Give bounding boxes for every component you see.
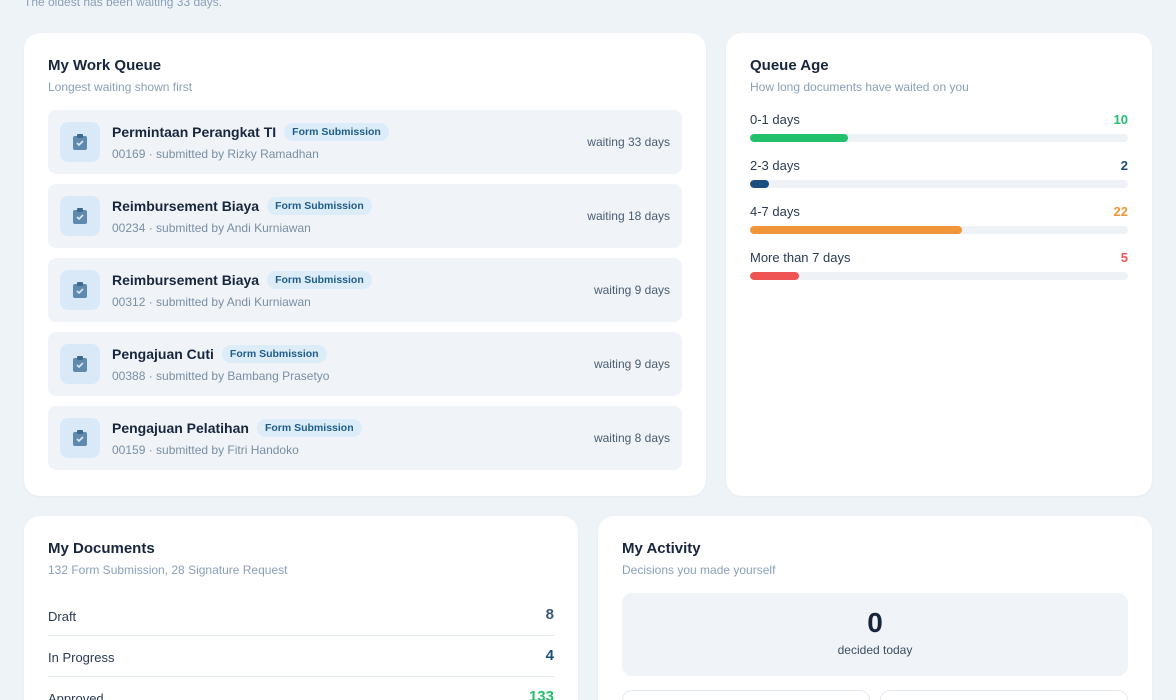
decided-today-label: decided today [837, 643, 913, 657]
work-queue-title: My Work Queue [48, 57, 162, 74]
queue-item-meta: 00169 · submitted by Rizky Ramadhan [112, 147, 319, 161]
queue-item-wait: waiting 9 days [593, 283, 670, 297]
decided-today-count: 0 [867, 607, 883, 638]
queue-item-wait: waiting 9 days [593, 357, 670, 371]
age-bucket-label: 4-7 days [750, 204, 800, 219]
queue-item-title: Pengajuan Cuti Form Submission [112, 345, 327, 363]
document-status-row[interactable]: Approved 133 [48, 677, 554, 700]
activity-stat-box [880, 690, 1128, 700]
queue-item-wait: waiting 33 days [587, 135, 670, 149]
queue-item-name: Pengajuan Cuti [112, 346, 214, 362]
queue-item-title: Reimbursement Biaya Form Submission [112, 197, 372, 215]
queue-item[interactable]: Permintaan Perangkat TI Form Submission 0… [48, 110, 682, 174]
work-queue-card: My Work Queue Longest waiting shown firs… [24, 33, 706, 496]
my-activity-subtitle: Decisions you made yourself [622, 563, 776, 577]
queue-item-meta: 00234 · submitted by Andi Kurniawan [112, 221, 311, 235]
age-bucket-fill [750, 226, 962, 234]
age-bucket-row: 0-1 days 10 [750, 112, 1128, 158]
age-bucket-count: 2 [1120, 158, 1128, 173]
document-status-label: Draft [48, 609, 77, 624]
document-status-count: 4 [545, 647, 554, 664]
document-status-row[interactable]: Draft 8 [48, 595, 554, 636]
decided-today-box: 0 decided today [622, 593, 1128, 676]
queue-item[interactable]: Pengajuan Pelatihan Form Submission 00159… [48, 406, 682, 470]
age-bucket-label: 0-1 days [750, 112, 800, 127]
oldest-waiting-note: The oldest has been waiting 33 days. [24, 0, 223, 9]
my-documents-card: My Documents 132 Form Submission, 28 Sig… [24, 516, 578, 700]
queue-item-title: Reimbursement Biaya Form Submission [112, 271, 372, 289]
queue-item-type-badge: Form Submission [267, 197, 372, 215]
clipboard-check-icon [60, 270, 100, 310]
queue-item-type-badge: Form Submission [256, 419, 362, 437]
clipboard-check-icon [60, 344, 100, 384]
my-documents-title: My Documents [48, 540, 155, 557]
queue-item-name: Permintaan Perangkat TI [112, 124, 277, 140]
clipboard-check-icon [60, 122, 100, 162]
queue-item-title: Pengajuan Pelatihan Form Submission [112, 419, 362, 437]
age-bucket-fill [750, 134, 849, 142]
queue-item-type-badge: Form Submission [284, 123, 389, 141]
document-status-label: In Progress [48, 650, 115, 665]
queue-item-name: Reimbursement Biaya [112, 272, 260, 288]
age-bucket-row: 4-7 days 22 [750, 204, 1128, 250]
queue-item-meta: 00388 · submitted by Bambang Prasetyo [112, 369, 330, 383]
queue-age-card: Queue Age How long documents have waited… [726, 33, 1152, 496]
clipboard-check-icon [60, 196, 100, 236]
age-bucket-track [750, 272, 1128, 280]
age-bucket-track [750, 134, 1128, 142]
clipboard-check-icon [60, 418, 100, 458]
queue-item-type-badge: Form Submission [267, 271, 372, 289]
queue-item-wait: waiting 18 days [587, 209, 670, 223]
age-bucket-count: 22 [1113, 204, 1128, 219]
queue-item-meta: 00159 · submitted by Fitri Handoko [112, 443, 299, 457]
age-bucket-track [750, 180, 1128, 188]
queue-age-list: 0-1 days 10 2-3 days 2 4-7 days 22 More … [750, 112, 1128, 296]
age-bucket-label: 2-3 days [750, 158, 800, 173]
age-bucket-count: 5 [1120, 250, 1128, 265]
queue-age-title: Queue Age [750, 57, 829, 74]
queue-item[interactable]: Reimbursement Biaya Form Submission 00312… [48, 258, 682, 322]
queue-item-wait: waiting 8 days [593, 431, 670, 445]
my-documents-subtitle: 132 Form Submission, 28 Signature Reques… [48, 563, 288, 577]
queue-item-type-badge: Form Submission [221, 345, 327, 363]
document-status-label: Approved [48, 691, 104, 700]
document-status-count: 8 [545, 606, 554, 623]
age-bucket-fill [750, 180, 769, 188]
queue-item[interactable]: Reimbursement Biaya Form Submission 00234… [48, 184, 682, 248]
queue-item-name: Reimbursement Biaya [112, 198, 260, 214]
my-activity-title: My Activity [622, 540, 701, 557]
my-activity-card: My Activity Decisions you made yourself … [598, 516, 1152, 700]
age-bucket-row: More than 7 days 5 [750, 250, 1128, 296]
queue-age-subtitle: How long documents have waited on you [750, 80, 969, 94]
queue-item-name: Pengajuan Pelatihan [112, 420, 249, 436]
age-bucket-label: More than 7 days [750, 250, 851, 265]
document-status-row[interactable]: In Progress 4 [48, 636, 554, 677]
age-bucket-count: 10 [1113, 112, 1128, 127]
queue-item[interactable]: Pengajuan Cuti Form Submission 00388 · su… [48, 332, 682, 396]
queue-item-meta: 00312 · submitted by Andi Kurniawan [112, 295, 311, 309]
age-bucket-fill [750, 272, 800, 280]
work-queue-list: Permintaan Perangkat TI Form Submission 0… [48, 110, 682, 470]
document-status-count: 133 [528, 688, 554, 700]
document-status-list: Draft 8 In Progress 4 Approved 133 [48, 595, 554, 700]
work-queue-subtitle: Longest waiting shown first [48, 80, 193, 94]
age-bucket-row: 2-3 days 2 [750, 158, 1128, 204]
queue-item-title: Permintaan Perangkat TI Form Submission [112, 123, 389, 141]
age-bucket-track [750, 226, 1128, 234]
activity-stat-box [622, 690, 870, 700]
